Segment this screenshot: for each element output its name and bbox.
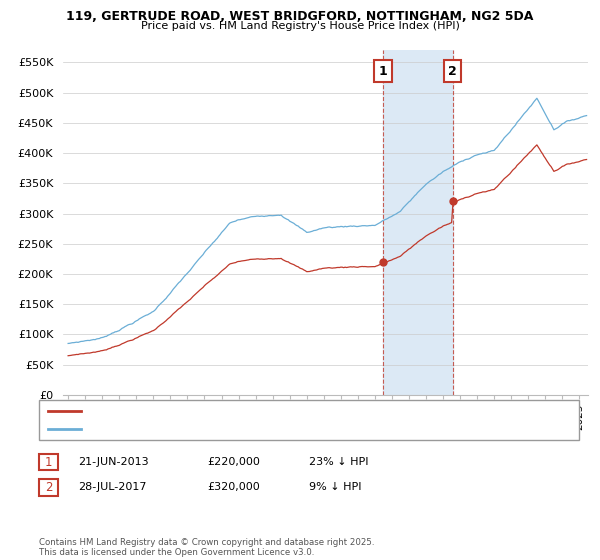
Text: 2: 2 (448, 64, 457, 78)
Text: HPI: Average price, detached house, Rushcliffe: HPI: Average price, detached house, Rush… (90, 423, 323, 433)
Text: 9% ↓ HPI: 9% ↓ HPI (309, 482, 361, 492)
Text: Contains HM Land Registry data © Crown copyright and database right 2025.
This d: Contains HM Land Registry data © Crown c… (39, 538, 374, 557)
Text: 119, GERTRUDE ROAD, WEST BRIDGFORD, NOTTINGHAM, NG2 5DA (detached house): 119, GERTRUDE ROAD, WEST BRIDGFORD, NOTT… (90, 407, 517, 417)
Text: Price paid vs. HM Land Registry's House Price Index (HPI): Price paid vs. HM Land Registry's House … (140, 21, 460, 31)
Text: 119, GERTRUDE ROAD, WEST BRIDGFORD, NOTTINGHAM, NG2 5DA: 119, GERTRUDE ROAD, WEST BRIDGFORD, NOTT… (67, 10, 533, 23)
Text: 21-JUN-2013: 21-JUN-2013 (78, 457, 149, 467)
Text: 28-JUL-2017: 28-JUL-2017 (78, 482, 146, 492)
Text: 1: 1 (379, 64, 388, 78)
Text: £220,000: £220,000 (207, 457, 260, 467)
Text: 23% ↓ HPI: 23% ↓ HPI (309, 457, 368, 467)
Text: 2: 2 (45, 480, 52, 494)
Bar (383, 50, 452, 395)
Text: £320,000: £320,000 (207, 482, 260, 492)
Text: 1: 1 (45, 455, 52, 469)
